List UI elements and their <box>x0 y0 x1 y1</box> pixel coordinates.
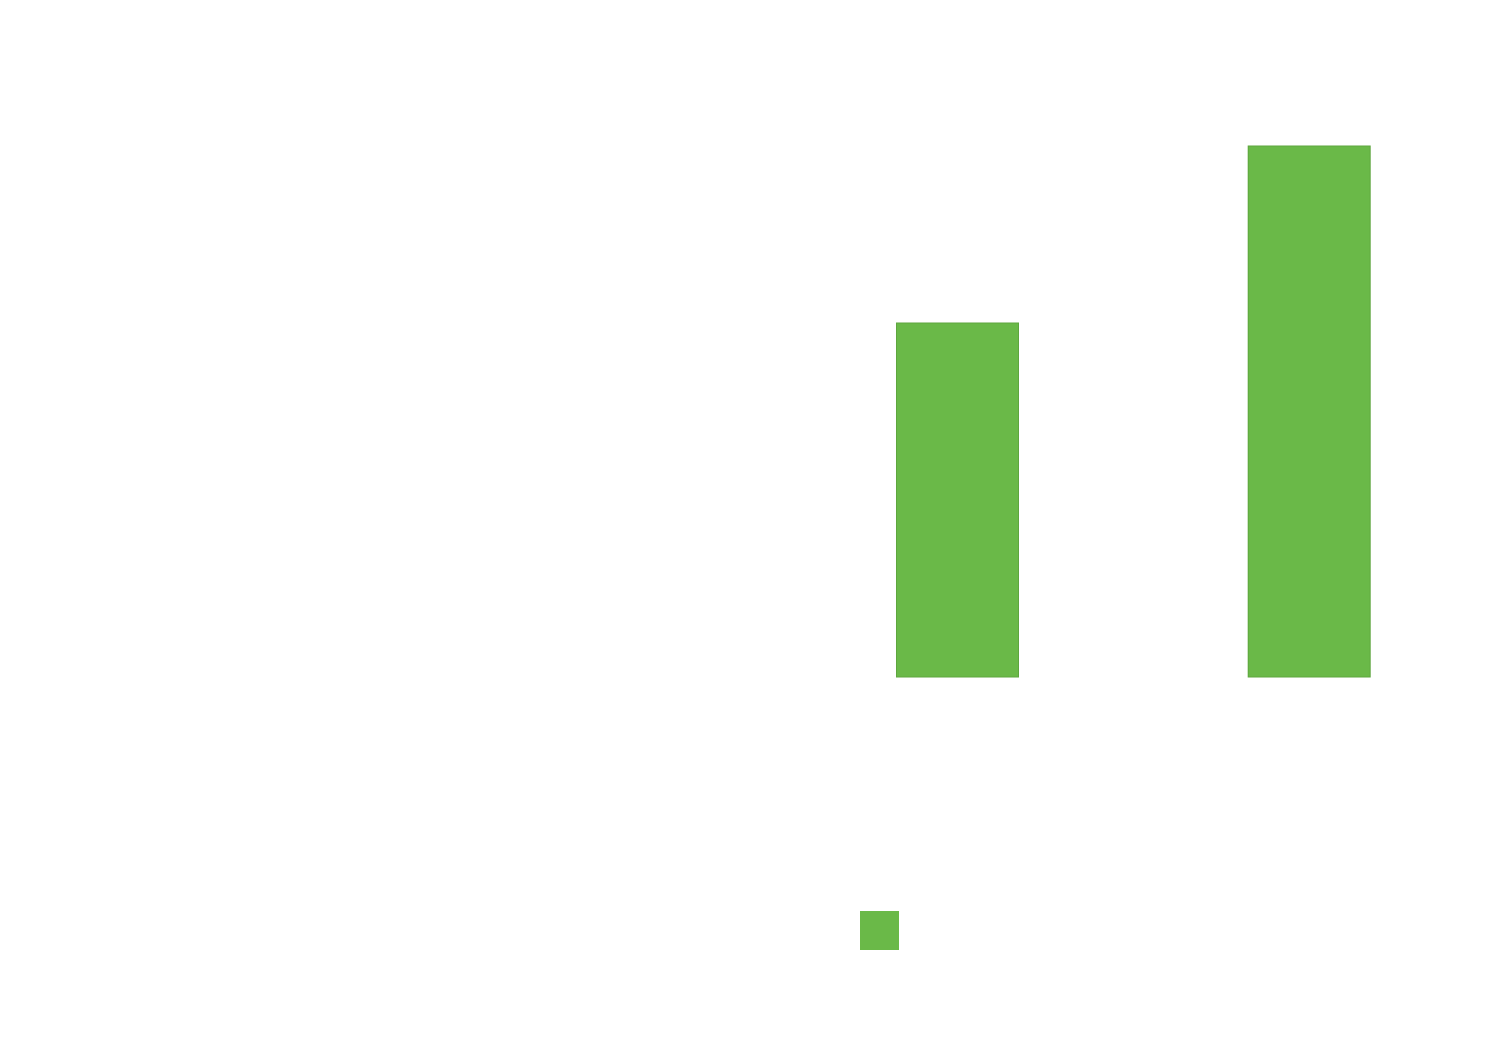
bar-2 <box>896 322 1019 678</box>
bars-group <box>896 145 1371 678</box>
legend-swatch-1 <box>860 911 899 950</box>
bar-3 <box>1247 145 1371 678</box>
legend <box>860 911 899 950</box>
